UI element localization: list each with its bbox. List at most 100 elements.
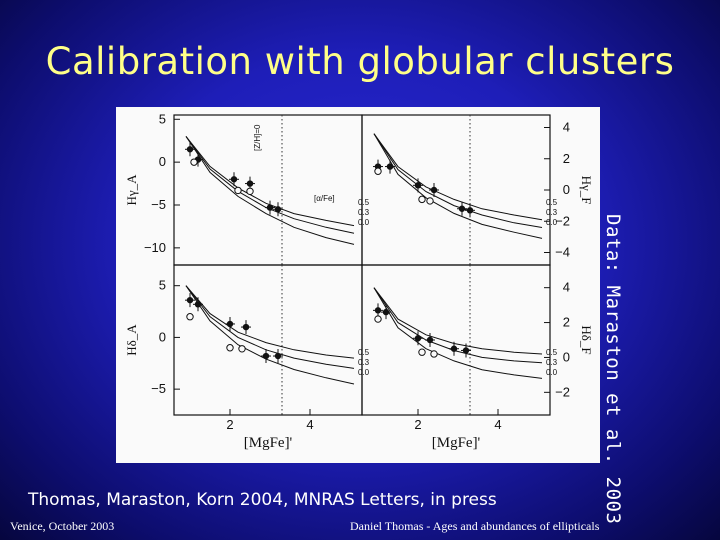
open-data-point	[430, 350, 438, 358]
filled-data-point	[186, 296, 194, 304]
slide-title: Calibration with globular clusters	[45, 40, 675, 83]
model-curve-0.3	[373, 133, 543, 228]
filled-data-point	[374, 307, 382, 314]
filled-data-point	[262, 352, 270, 360]
metallicity-annotation: [Z/H]=0	[253, 124, 262, 151]
filled-data-point	[414, 182, 422, 189]
panel-frame	[361, 114, 551, 266]
x-tick-label: 2	[226, 417, 233, 432]
curve-label: 0.3	[546, 358, 558, 367]
model-curve-0.0	[373, 133, 543, 239]
filled-data-point	[462, 347, 470, 354]
open-data-point	[238, 345, 246, 353]
curve-label: 0.0	[546, 368, 558, 377]
y-tick-label: 2	[563, 151, 570, 166]
y-tick-label: 4	[563, 280, 570, 295]
x-tick-label: 4	[306, 417, 313, 432]
y-axis-label: Hδ_F	[579, 325, 594, 354]
side-note-text: Data: Maraston et al. 2003	[602, 214, 624, 525]
curve-label: 0.5	[546, 348, 558, 357]
y-tick-label: −2	[555, 213, 570, 228]
panel-bottom-right: 420−22 4Hδ_F[MgFe]'0.50.30.0	[361, 264, 594, 451]
curve-label: 0.0	[358, 368, 370, 377]
model-curve-0.5	[373, 287, 543, 355]
footer-left: Venice, October 2003	[10, 519, 115, 533]
y-axis-label: Hδ_A	[124, 324, 139, 356]
filled-data-point	[450, 345, 458, 352]
model-curve-0.3	[185, 136, 355, 234]
y-tick-label: 2	[563, 315, 570, 330]
model-curve-0.5	[185, 285, 355, 359]
model-curve-0.5	[185, 136, 355, 227]
filled-data-point	[386, 163, 394, 170]
y-tick-label: 0	[563, 182, 570, 197]
filled-data-point	[230, 176, 238, 183]
y-tick-label: −4	[555, 245, 570, 260]
panel-top-left: 5 0 −5 −10 Hγ_A 0.50.30.0 [Z/H]=0 [α/Fe]	[124, 111, 370, 266]
open-data-point	[426, 197, 434, 205]
y-tick-label: 4	[563, 120, 570, 135]
y-tick-label: 5	[159, 278, 166, 293]
panel-top-right: 420−2−4Hγ_F0.50.30.0	[361, 114, 594, 266]
open-data-point	[226, 344, 234, 352]
y-tick-label: 0	[159, 154, 166, 169]
model-curve-0.0	[185, 136, 355, 245]
y-tick-label: −2	[555, 384, 570, 399]
panel-frame	[173, 264, 363, 416]
y-tick-label: −5	[151, 381, 166, 396]
model-curve-0.0	[185, 285, 355, 385]
curve-label: 0.3	[358, 208, 370, 217]
x-axis-label: [MgFe]'	[432, 435, 481, 451]
y-tick-label: 5	[159, 111, 166, 126]
filled-data-point	[274, 206, 282, 213]
curve-label: 0.3	[546, 208, 558, 217]
x-tick-label: 2	[414, 417, 421, 432]
y-tick-label: −10	[144, 240, 166, 255]
model-curve-0.0	[373, 287, 543, 379]
filled-data-point	[274, 352, 282, 360]
filled-data-point	[430, 186, 438, 194]
open-data-point	[374, 315, 382, 323]
filled-data-point	[414, 335, 422, 342]
filled-data-point	[266, 204, 274, 211]
y-axis-label: Hγ_F	[579, 176, 594, 205]
filled-data-point	[382, 308, 390, 316]
panel-frame	[361, 264, 551, 416]
y-tick-label: −5	[151, 197, 166, 212]
x-tick-label: 4	[494, 417, 501, 432]
y-tick-label: 0	[159, 329, 166, 344]
filled-data-point	[246, 180, 254, 187]
curve-label: 0.0	[546, 218, 558, 227]
filled-data-point	[186, 146, 194, 153]
filled-data-point	[194, 301, 202, 308]
model-curve-0.5	[373, 133, 543, 221]
filled-data-point	[466, 207, 474, 214]
open-data-point	[190, 158, 198, 166]
panel-frame	[173, 114, 363, 266]
y-axis-label: Hγ_A	[124, 174, 139, 206]
alpha-fe-annotation: [α/Fe]	[314, 194, 335, 203]
model-curve-0.3	[373, 287, 543, 364]
curve-label: 0.5	[358, 198, 370, 207]
citation: Thomas, Maraston, Korn 2004, MNRAS Lette…	[28, 490, 497, 510]
filled-data-point	[226, 320, 234, 328]
curve-label: 0.3	[358, 358, 370, 367]
curve-label: 0.5	[358, 348, 370, 357]
open-data-point	[234, 186, 242, 195]
filled-data-point	[458, 205, 466, 212]
panel-bottom-left: 5 0 −5 2 4 Hδ_A [MgFe]' 0.50.30.0	[124, 264, 370, 451]
filled-data-point	[426, 336, 434, 344]
x-axis-label: [MgFe]'	[244, 435, 293, 451]
open-data-point	[246, 187, 254, 195]
open-data-point	[418, 348, 426, 356]
open-data-point	[186, 313, 194, 321]
y-tick-label: 0	[563, 349, 570, 364]
curve-label: 0.5	[546, 198, 558, 207]
filled-data-point	[242, 323, 250, 331]
open-data-point	[374, 167, 382, 175]
open-data-point	[418, 195, 426, 204]
footer-right: Daniel Thomas - Ages and abundances of e…	[350, 519, 600, 533]
calibration-figure: 5 0 −5 −10 Hγ_A 0.5 0.3 0.0 [Z/H]=0 [α/Fe] 4 2 0 −2 −4…	[116, 107, 600, 463]
curve-label: 0.0	[358, 218, 370, 227]
